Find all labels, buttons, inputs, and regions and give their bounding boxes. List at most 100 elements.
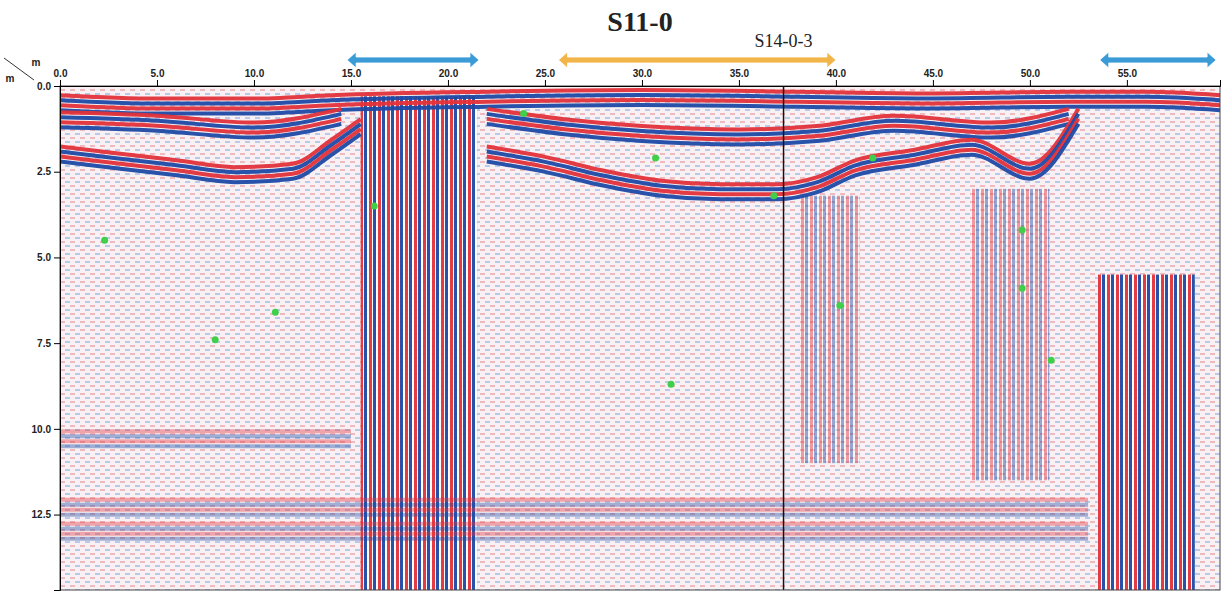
y-tick-mark: [54, 257, 60, 258]
x-tick-label: 35.0: [730, 68, 750, 79]
x-tick: 35.0: [730, 68, 750, 86]
y-tick: 5.0: [37, 252, 60, 263]
y-tick-mark: [54, 515, 60, 516]
x-tick-label: 20.0: [439, 68, 459, 79]
chart-title: S11-0: [607, 6, 672, 37]
reflector: [60, 522, 1088, 526]
x-tick-mark: [448, 80, 449, 86]
range-arrow: [347, 52, 479, 68]
y-tick-label: 2.5: [37, 166, 51, 177]
pick-point: [371, 203, 378, 210]
pick-point: [836, 302, 843, 309]
pick-point: [668, 381, 675, 388]
range-arrow: [559, 52, 836, 68]
x-tick-label: 5.0: [151, 68, 165, 79]
x-tick: 40.0: [827, 68, 847, 86]
pick-point: [1019, 227, 1026, 234]
anomaly-zone: [972, 189, 1050, 480]
marker-line: [783, 86, 785, 590]
pick-point: [272, 309, 279, 316]
reflector: [60, 129, 361, 177]
reflector: [60, 513, 1088, 517]
x-tick-mark: [642, 80, 643, 86]
x-tick-label: 40.0: [827, 68, 847, 79]
x-tick-mark: [545, 80, 546, 86]
x-axis: 0.0 5.0 10.0 15.0 20.0 25.0 30.0 35.0 40.0 45.0 50…: [54, 68, 1221, 87]
reflector: [60, 124, 341, 138]
x-tick-mark: [157, 80, 158, 86]
chart: 0.0 5.0 10.0 15.0 20.0 25.0 30.0 35.0 40.0 45.0 50…: [0, 0, 1225, 593]
reflector: [60, 134, 361, 182]
reflector: [60, 434, 351, 438]
x-tick: 0.0: [54, 68, 68, 86]
y-tick-label: 10.0: [32, 424, 52, 435]
anomaly-zone: [801, 196, 859, 463]
pick-point: [101, 237, 108, 244]
x-tick-label: 45.0: [924, 68, 944, 79]
x-tick-mark: [1030, 80, 1031, 86]
x-tick-label: 15.0: [342, 68, 362, 79]
y-tick-label: 5.0: [37, 252, 51, 263]
x-tick-label: 50.0: [1021, 68, 1041, 79]
x-tick: 15.0: [342, 68, 362, 86]
marker-label: S14-0-3: [755, 31, 813, 51]
y-axis-line: [54, 87, 61, 591]
y-axis: 0.0 2.5 5.0 7.5 10.0 12.5: [32, 81, 61, 591]
x-axis-line: [61, 80, 1221, 87]
reflector: [60, 532, 1088, 536]
x-tick-mark: [836, 80, 837, 86]
x-tick: 5.0: [151, 68, 165, 86]
pick-point: [212, 336, 219, 343]
y-tick-mark: [54, 172, 60, 173]
y-tick-mark: [54, 429, 60, 430]
x-tick: 10.0: [245, 68, 265, 86]
x-tick: 25.0: [536, 68, 556, 86]
x-tick: 50.0: [1021, 68, 1041, 86]
x-tick-label: 25.0: [536, 68, 556, 79]
pick-point: [1048, 357, 1055, 364]
x-tick-mark: [254, 80, 255, 86]
x-tick-label: 55.0: [1118, 68, 1138, 79]
x-tick: 55.0: [1118, 68, 1138, 86]
anomaly-zone: [1098, 275, 1195, 590]
plot-area: [60, 86, 1220, 590]
pick-point: [652, 155, 659, 162]
y-tick: 7.5: [37, 338, 60, 349]
y-axis-unit: m: [6, 73, 15, 84]
plot-background: [60, 86, 1220, 590]
pick-point: [520, 110, 527, 117]
x-tick-label: 10.0: [245, 68, 265, 79]
x-tick: 30.0: [633, 68, 653, 86]
reflector: [60, 429, 351, 433]
reflector: [60, 508, 1088, 512]
reflector: [60, 498, 1088, 502]
reflector: [60, 105, 1220, 114]
reflector: [487, 124, 1079, 199]
y-tick: 2.5: [37, 166, 60, 177]
y-tick-label: 7.5: [37, 338, 51, 349]
y-tick-mark: [54, 343, 60, 344]
reflector: [60, 444, 351, 448]
y-tick: 0.0: [37, 81, 60, 92]
reflector: [60, 537, 1088, 541]
x-tick-mark: [351, 80, 352, 86]
x-tick-mark: [739, 80, 740, 86]
x-tick: 45.0: [924, 68, 944, 86]
x-axis-unit: m: [32, 57, 41, 68]
reflector: [487, 119, 1079, 194]
pick-point: [869, 155, 876, 162]
plot-frame: [60, 86, 1220, 590]
y-tick-label: 0.0: [37, 81, 51, 92]
x-tick-label: 0.0: [54, 68, 68, 79]
x-tick: 20.0: [439, 68, 459, 86]
x-tick-mark: [60, 80, 61, 86]
x-tick-mark: [933, 80, 934, 86]
x-tick-label: 30.0: [633, 68, 653, 79]
y-tick-mark: [54, 86, 60, 87]
y-tick: 10.0: [32, 424, 60, 435]
pick-point: [1019, 285, 1026, 292]
pick-point: [770, 192, 777, 199]
y-tick-label: 12.5: [32, 509, 52, 520]
reflector: [60, 439, 351, 443]
x-tick-mark: [1127, 80, 1128, 86]
